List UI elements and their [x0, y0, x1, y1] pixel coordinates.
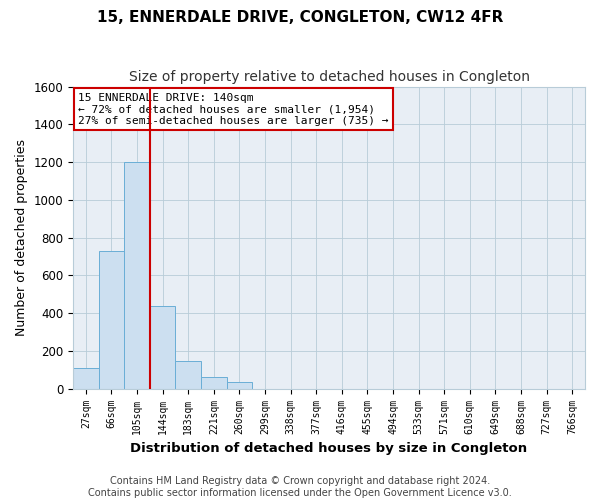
- Y-axis label: Number of detached properties: Number of detached properties: [15, 139, 28, 336]
- Bar: [150, 306, 175, 388]
- Bar: [73, 368, 98, 388]
- Bar: [124, 162, 150, 388]
- Text: 15, ENNERDALE DRIVE, CONGLETON, CW12 4FR: 15, ENNERDALE DRIVE, CONGLETON, CW12 4FR: [97, 10, 503, 25]
- Bar: [201, 378, 227, 388]
- X-axis label: Distribution of detached houses by size in Congleton: Distribution of detached houses by size …: [130, 442, 527, 455]
- Title: Size of property relative to detached houses in Congleton: Size of property relative to detached ho…: [128, 70, 530, 84]
- Text: 15 ENNERDALE DRIVE: 140sqm
← 72% of detached houses are smaller (1,954)
27% of s: 15 ENNERDALE DRIVE: 140sqm ← 72% of deta…: [78, 92, 389, 126]
- Bar: [98, 251, 124, 388]
- Text: Contains HM Land Registry data © Crown copyright and database right 2024.
Contai: Contains HM Land Registry data © Crown c…: [88, 476, 512, 498]
- Bar: [227, 382, 252, 388]
- Bar: [175, 362, 201, 388]
